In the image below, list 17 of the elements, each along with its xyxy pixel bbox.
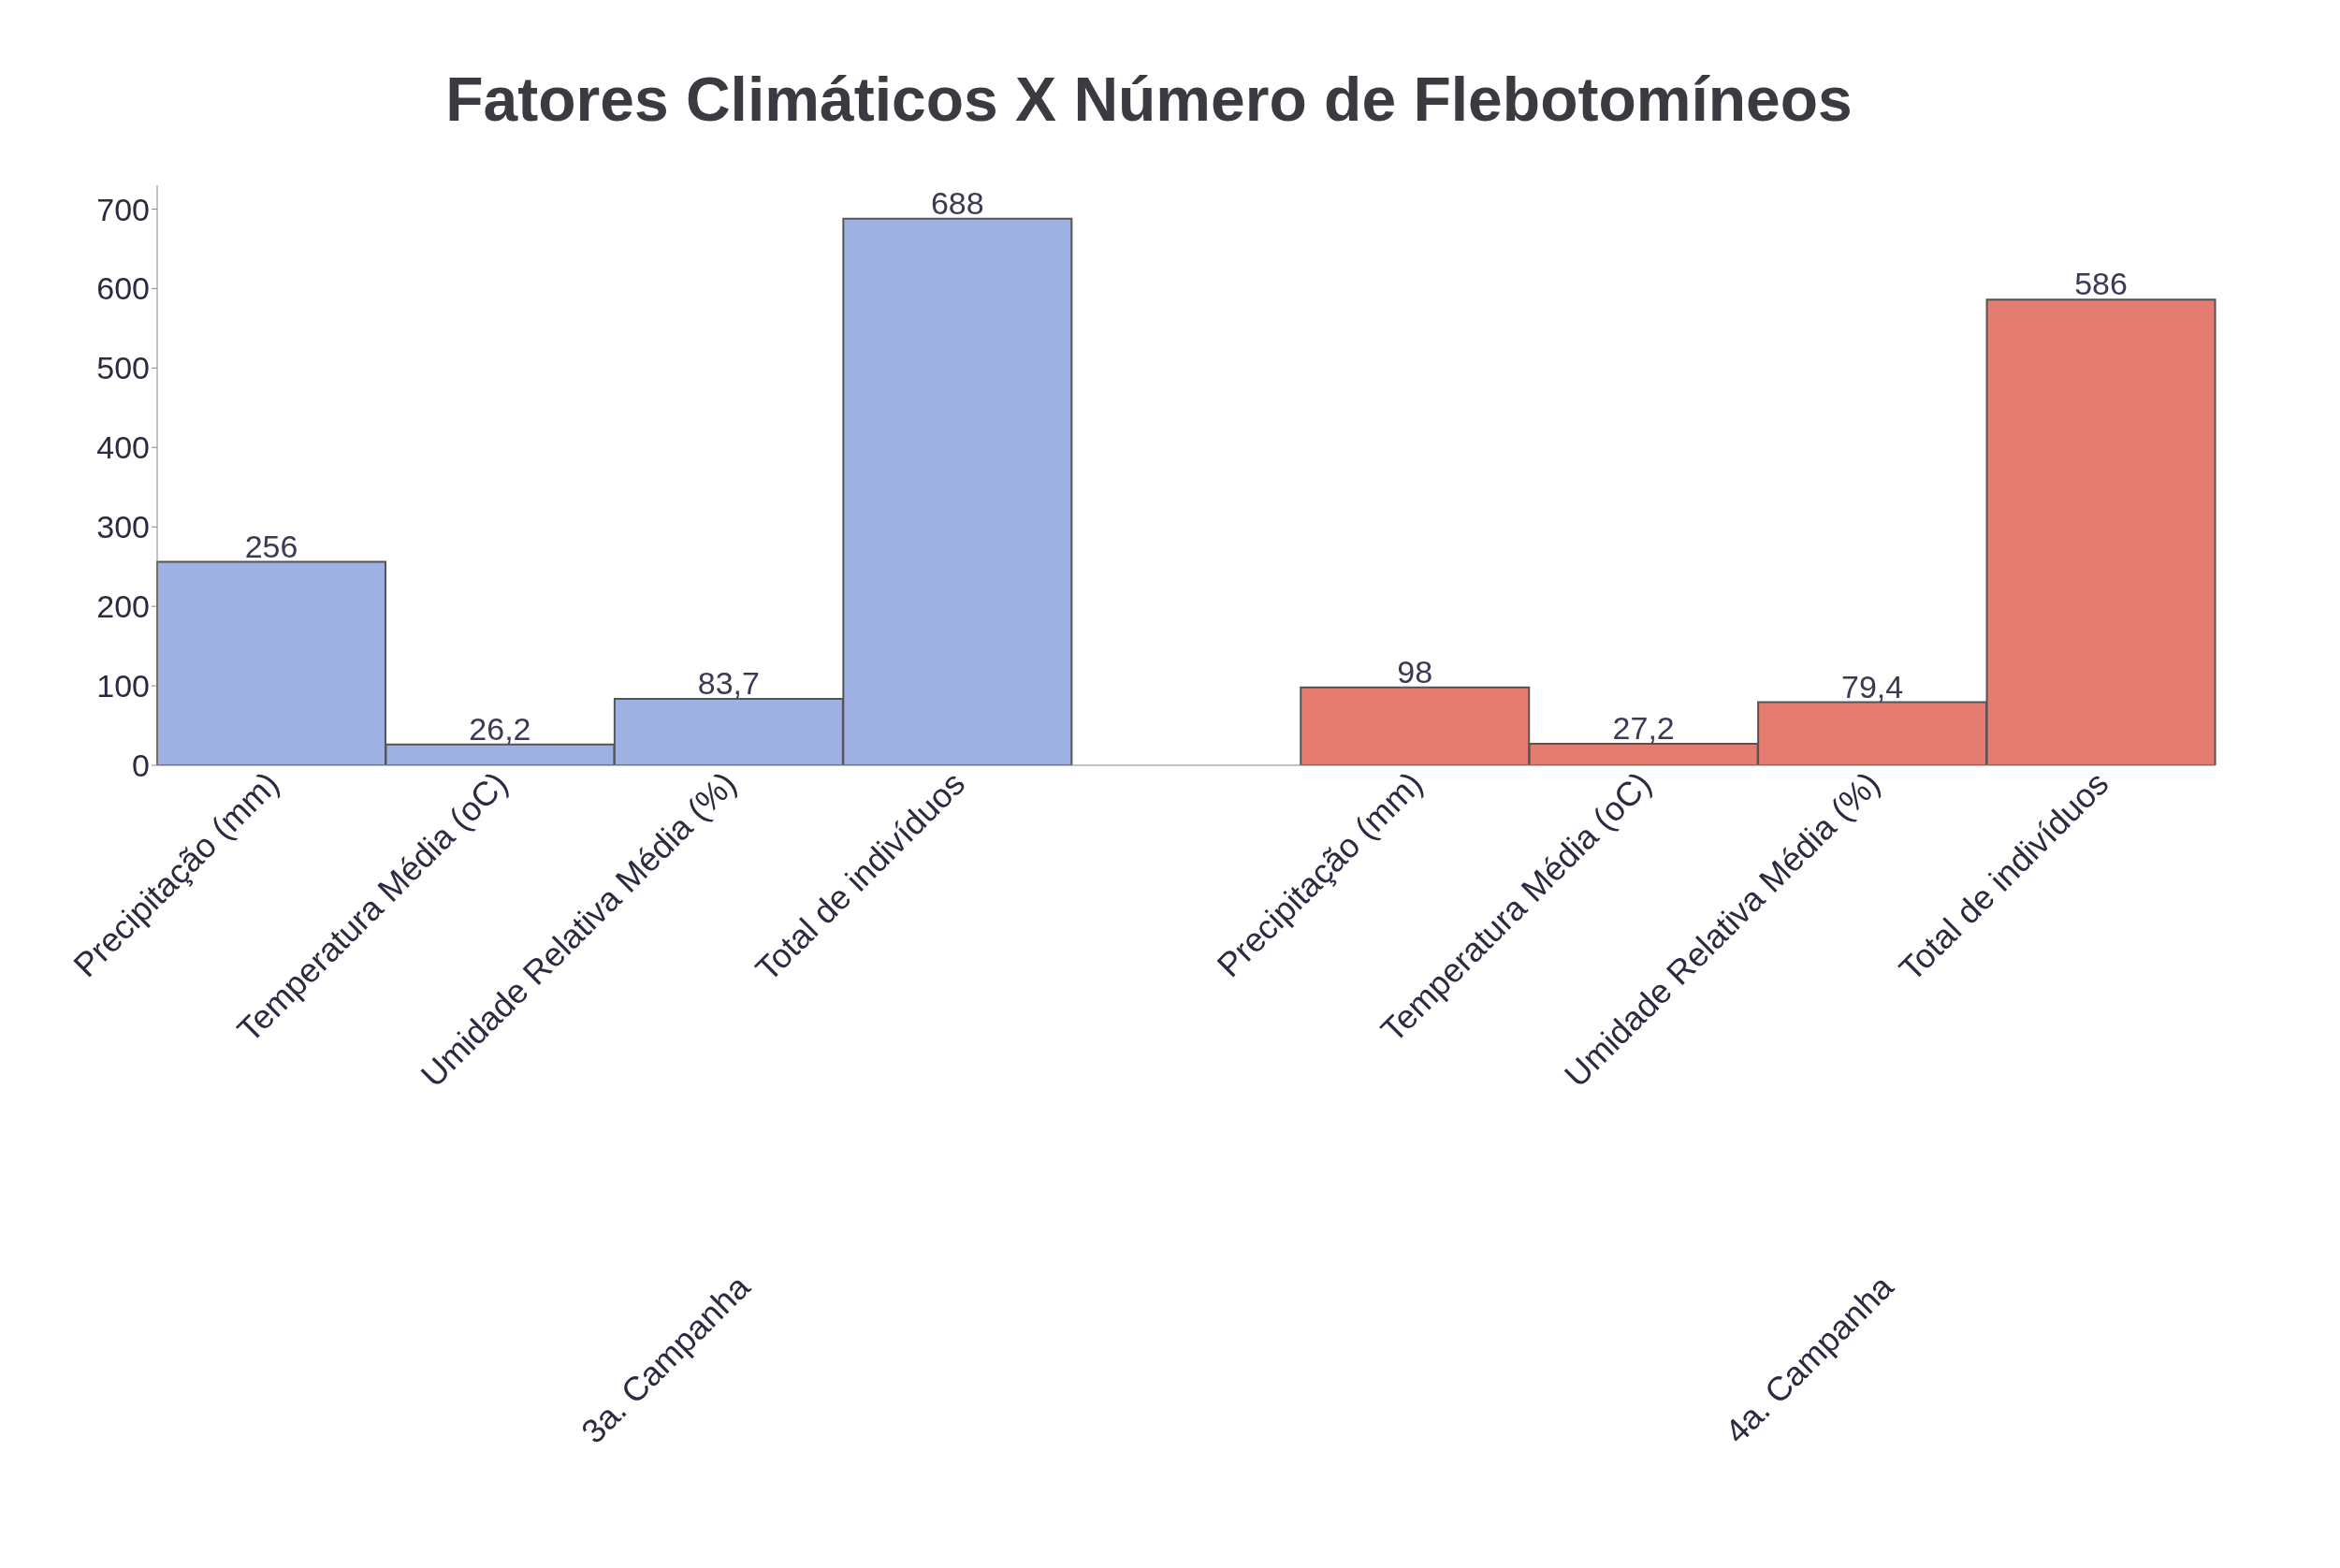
y-tick-label: 100	[96, 668, 150, 704]
data-label: 586	[2074, 266, 2128, 302]
y-tick-label: 500	[96, 350, 150, 386]
data-label: 98	[1397, 653, 1433, 690]
y-tick-label: 700	[96, 191, 150, 227]
chart-title: Fatores Climáticos X Número de Flebotomíneos	[444, 64, 1853, 135]
y-tick-label: 600	[96, 270, 150, 307]
y-tick-label: 200	[96, 588, 150, 625]
y-tick-label: 400	[96, 429, 150, 466]
data-label: 79,4	[1841, 668, 1904, 704]
data-label: 83,7	[697, 664, 760, 701]
data-label: 27,2	[1612, 709, 1675, 746]
y-tick-label: 0	[132, 748, 150, 784]
data-label: 256	[244, 528, 298, 564]
y-tick-label: 300	[96, 509, 150, 545]
data-label: 688	[930, 184, 984, 221]
data-label: 26,2	[469, 710, 531, 747]
